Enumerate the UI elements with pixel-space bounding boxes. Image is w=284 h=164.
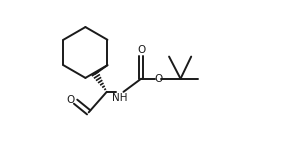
- Text: NH: NH: [112, 93, 128, 103]
- Text: O: O: [66, 95, 74, 105]
- Text: O: O: [137, 45, 145, 54]
- Text: O: O: [154, 74, 162, 84]
